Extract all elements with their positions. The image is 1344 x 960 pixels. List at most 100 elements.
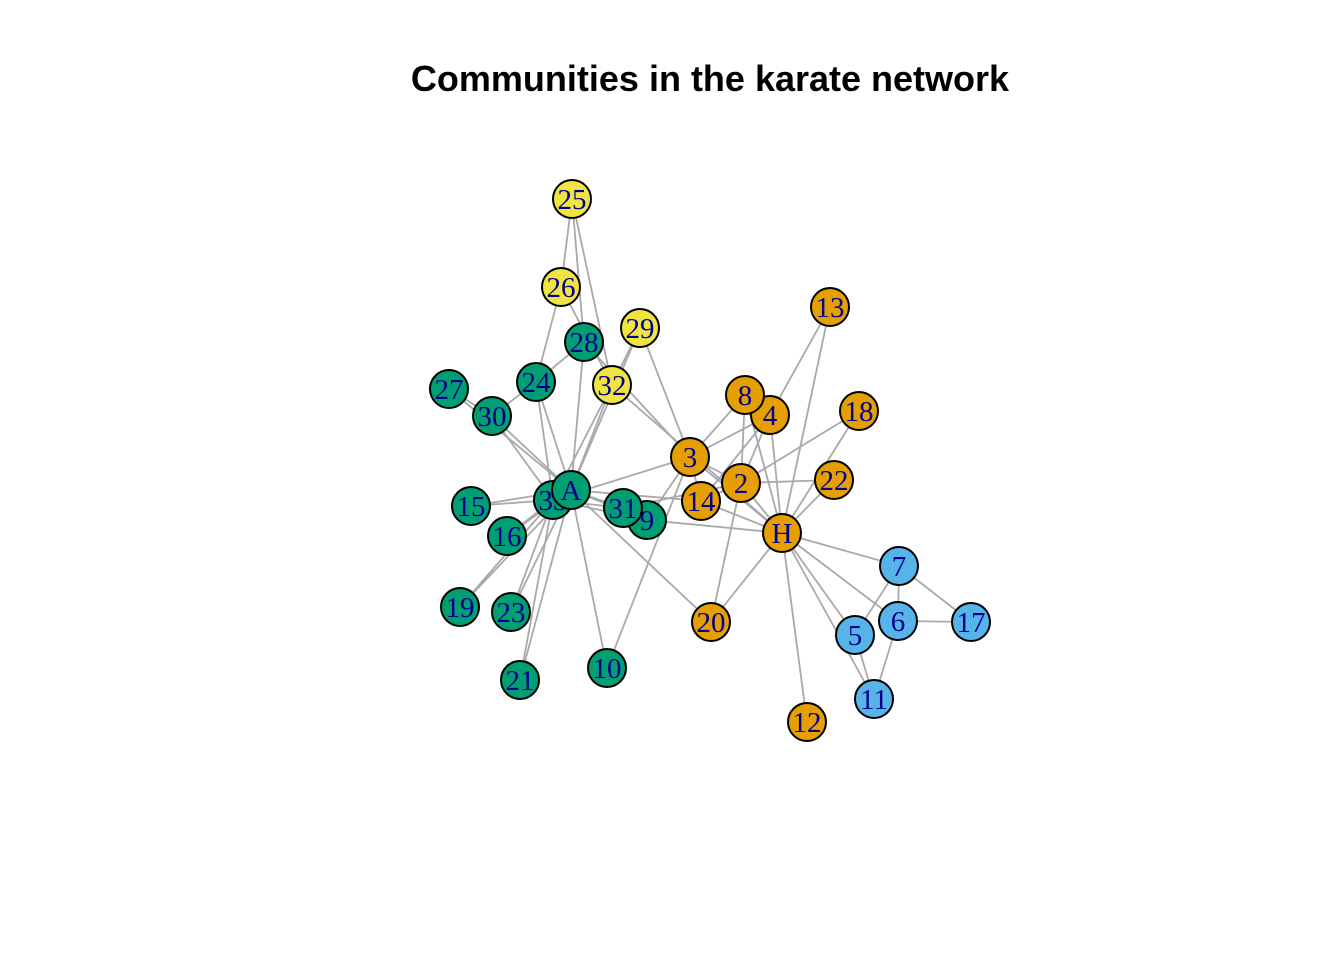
node-label: 20	[697, 607, 726, 639]
node-11: 11	[854, 679, 894, 719]
node-17: 17	[951, 602, 991, 642]
node-circle	[762, 513, 802, 553]
node-6: 6	[878, 601, 918, 641]
node-label: 31	[609, 493, 638, 525]
node-circle	[951, 602, 991, 642]
edge-1-13	[781, 306, 831, 534]
node-label: 28	[570, 327, 599, 359]
node-circle	[541, 267, 581, 307]
edges-layer	[448, 198, 972, 723]
node-circle	[691, 602, 731, 642]
node-circle	[603, 488, 643, 528]
node-label: 6	[891, 606, 906, 638]
node-label: H	[772, 518, 793, 550]
node-circle	[814, 460, 854, 500]
node-8: 8	[725, 375, 765, 415]
node-label: 11	[860, 684, 888, 716]
node-23: 23	[491, 592, 531, 632]
node-circle	[440, 587, 480, 627]
node-label: 29	[626, 313, 655, 345]
edge-10-34	[570, 489, 608, 669]
node-22: 22	[814, 460, 854, 500]
edge-1-5	[781, 532, 856, 636]
node-21: 21	[500, 660, 540, 700]
edge-28-34	[570, 341, 585, 491]
node-label: 19	[446, 592, 475, 624]
node-circle	[620, 308, 660, 348]
edge-1-7	[781, 532, 900, 567]
node-circle	[472, 396, 512, 436]
node-34: A	[551, 470, 591, 510]
node-label: 7	[892, 551, 907, 583]
node-circle	[451, 486, 491, 526]
node-30: 30	[472, 396, 512, 436]
node-label: 14	[687, 486, 717, 518]
node-label: 27	[435, 374, 464, 406]
node-circle	[564, 322, 604, 362]
edge-1-11	[781, 532, 875, 700]
node-label: 5	[848, 620, 863, 652]
node-29: 29	[620, 308, 660, 348]
node-circle	[500, 660, 540, 700]
node-circle	[552, 179, 592, 219]
edge-2-20	[710, 482, 742, 623]
node-31: 31	[603, 488, 643, 528]
node-label: 16	[493, 521, 522, 553]
node-label: 4	[763, 400, 778, 432]
edge-25-28	[571, 198, 585, 343]
node-3: 3	[670, 437, 710, 477]
node-circle	[516, 362, 556, 402]
node-1: H	[762, 513, 802, 553]
node-circle	[878, 601, 918, 641]
node-32: 32	[592, 365, 632, 405]
edge-20-34	[570, 489, 712, 623]
node-label: 21	[506, 665, 535, 697]
node-circle	[854, 679, 894, 719]
node-label: 32	[598, 370, 627, 402]
edge-2-18	[740, 410, 860, 484]
node-16: 16	[487, 516, 527, 556]
edge-3-29	[639, 327, 691, 458]
node-label: 30	[478, 401, 507, 433]
node-label: 13	[816, 292, 845, 324]
edge-1-12	[781, 532, 808, 723]
node-19: 19	[440, 587, 480, 627]
node-circle	[787, 702, 827, 742]
node-24: 24	[516, 362, 556, 402]
node-label: 12	[793, 707, 822, 739]
node-label: A	[561, 475, 582, 507]
node-label: 10	[593, 653, 622, 685]
node-7: 7	[879, 546, 919, 586]
node-15: 15	[451, 486, 491, 526]
edge-25-32	[571, 198, 613, 386]
node-label: 18	[845, 396, 874, 428]
node-label: 15	[457, 491, 486, 523]
node-26: 26	[541, 267, 581, 307]
node-circle	[835, 615, 875, 655]
node-5: 5	[835, 615, 875, 655]
node-20: 20	[691, 602, 731, 642]
node-13: 13	[810, 287, 850, 327]
node-label: 26	[547, 272, 576, 304]
node-label: 23	[497, 597, 526, 629]
node-circle	[810, 287, 850, 327]
node-circle	[592, 365, 632, 405]
node-14: 14	[681, 481, 721, 521]
node-circle	[839, 391, 879, 431]
node-18: 18	[839, 391, 879, 431]
node-circle	[879, 546, 919, 586]
node-circle	[551, 470, 591, 510]
node-circle	[587, 648, 627, 688]
node-circle	[670, 437, 710, 477]
node-circle	[429, 369, 469, 409]
node-25: 25	[552, 179, 592, 219]
node-label: 22	[820, 465, 849, 497]
node-label: 8	[738, 380, 753, 412]
edge-4-13	[769, 306, 831, 416]
edge-21-33	[519, 499, 554, 681]
node-circle	[725, 375, 765, 415]
chart-title: Communities in the karate network	[410, 58, 1010, 99]
